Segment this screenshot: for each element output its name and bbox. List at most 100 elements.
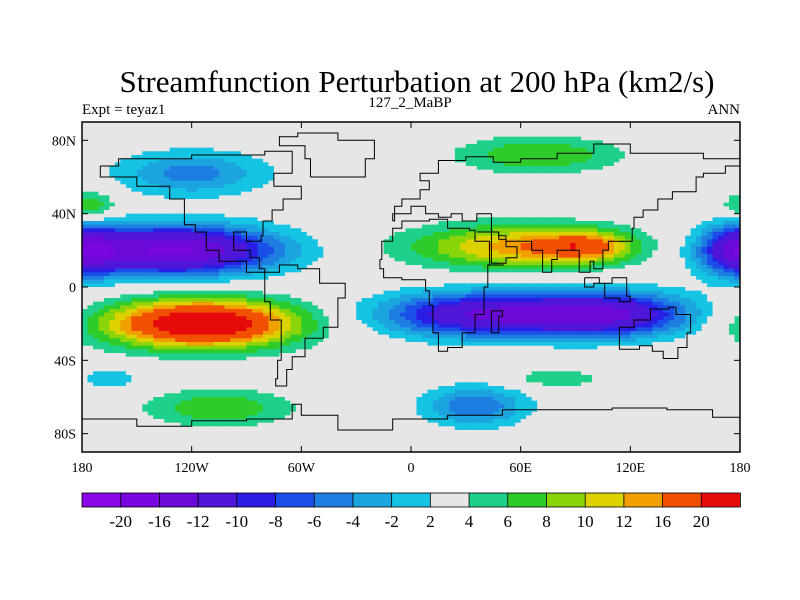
contour-cell [405,158,412,163]
contour-cell [449,257,456,262]
contour-cell [169,155,176,160]
contour-cell [421,261,429,266]
contour-cell [120,158,127,163]
contour-cell [718,136,725,141]
contour-cell [262,188,270,193]
contour-cell [82,254,89,259]
contour-cell [317,177,324,182]
contour-cell [542,125,549,130]
contour-cell [394,257,401,262]
contour-cell [723,261,730,266]
contour-cell [646,268,653,273]
contour-cell [284,243,291,248]
contour-cell [317,129,324,134]
contour-cell [180,169,187,174]
contour-cell [619,268,626,273]
contour-cell [602,206,609,211]
contour-cell [87,147,94,152]
contour-cell [191,202,198,207]
contour-cell [630,158,637,163]
contour-cell [443,140,450,145]
contour-cell [586,217,593,222]
contour-cell [378,144,385,149]
contour-cell [153,246,160,251]
contour-cell [224,158,231,163]
contour-cell [208,177,215,182]
contour-cell [186,173,193,178]
contour-cell [482,140,489,145]
contour-cell [630,199,637,204]
contour-cell [504,228,511,233]
contour-cell [460,254,467,259]
contour-cell [339,166,346,171]
contour-cell [367,235,374,240]
contour-cell [87,162,94,167]
contour-cell [219,180,226,185]
contour-cell [493,184,500,189]
contour-cell [520,206,527,211]
contour-cell [125,191,132,196]
contour-cell [553,158,560,163]
contour-cell [290,191,297,196]
contour-cell [641,133,648,138]
contour-cell [131,217,138,222]
contour-cell [136,235,143,240]
contour-cell [487,199,494,204]
contour-cell [251,195,259,200]
contour-cell [394,232,401,237]
contour-cell [465,180,472,185]
contour-cell [383,228,390,233]
contour-cell [169,166,176,171]
contour-cell [438,144,445,149]
contour-cell [87,136,94,141]
contour-cell [564,184,571,189]
contour-cell [125,210,132,215]
contour-cell [191,136,198,141]
contour-cell [131,254,138,259]
contour-cell [411,129,418,134]
contour-cell [197,173,204,178]
contour-cell [235,125,242,130]
contour-cell [208,125,215,130]
contour-cell [526,162,533,167]
contour-cell [465,151,472,156]
contour-cell [202,140,209,145]
contour-cell [657,195,664,200]
contour-cell [345,166,352,171]
contour-cell [186,235,193,240]
contour-cell [586,144,593,149]
contour-cell [213,221,220,226]
contour-cell [345,180,352,185]
contour-cell [591,177,599,182]
contour-cell [279,206,286,211]
contour-cell [246,136,253,141]
contour-cell [114,158,121,163]
contour-cell [169,221,176,226]
contour-cell [383,136,390,141]
contour-cell [515,250,522,255]
contour-cell [82,228,89,233]
contour-cell [586,184,593,189]
contour-cell [668,191,675,196]
contour-cell [526,213,533,218]
contour-cell [120,206,127,211]
contour-cell [729,210,736,215]
contour-cell [718,155,725,160]
contour-cell [164,250,171,255]
contour-cell [570,147,577,152]
contour-cell [142,199,149,204]
contour-cell [460,133,467,138]
contour-cell [493,265,500,270]
contour-cell [92,188,100,193]
contour-cell [235,206,242,211]
contour-cell [734,202,740,207]
contour-cell [652,202,659,207]
contour-cell [142,140,149,145]
contour-cell [421,221,429,226]
contour-cell [262,144,270,149]
contour-cell [367,224,374,229]
contour-cell [663,239,670,244]
contour-cell [169,235,176,240]
contour-cell [580,257,588,262]
contour-cell [696,147,703,152]
